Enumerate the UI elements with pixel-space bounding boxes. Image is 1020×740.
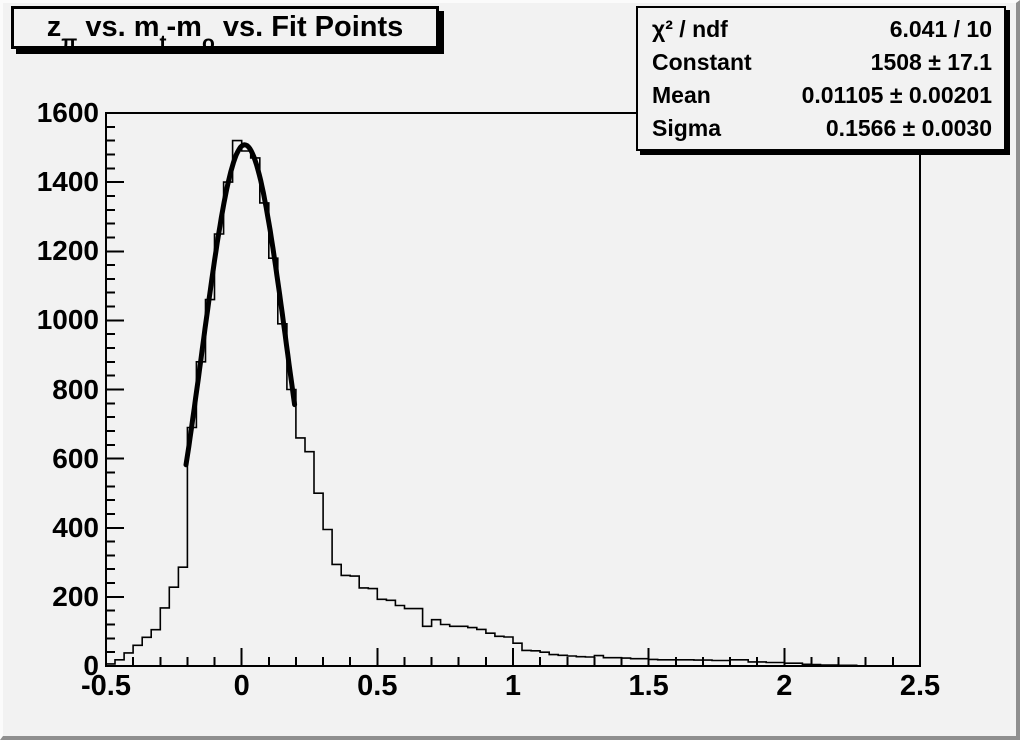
stats-label: Sigma: [652, 115, 722, 142]
y-tick-label: 1000: [36, 304, 99, 336]
stats-label: Mean: [652, 82, 711, 109]
gaussian-fit-curve: [183, 142, 298, 468]
y-tick-label: 200: [52, 580, 99, 612]
histogram-plot: [105, 112, 921, 667]
plot-title: zπ vs. mt-mo vs. Fit Points: [46, 11, 404, 55]
y-tick-label: 0: [83, 650, 99, 681]
x-tick-label: 1: [504, 670, 522, 702]
x-tick-label: 2: [776, 670, 793, 702]
x-tick-label: 0.5: [357, 670, 398, 702]
y-tick-label: 1600: [36, 97, 99, 128]
x-tick-label: -0.5: [81, 670, 131, 702]
x-tick-label: 0: [233, 670, 250, 702]
stats-value: 6.041 / 10: [889, 15, 992, 42]
stats-row: Sigma 0.1566 ± 0.0030: [638, 115, 1004, 141]
stats-value: 0.01105 ± 0.00201: [801, 82, 992, 109]
plot-frame: [105, 112, 921, 667]
stats-box: χ² / ndf 6.041 / 10 Constant 1508 ± 17.1…: [636, 6, 1006, 151]
stats-label: Constant: [652, 48, 752, 75]
stats-value: 0.1566 ± 0.0030: [825, 115, 992, 142]
stats-value: 1508 ± 17.1: [870, 48, 992, 75]
title-box: zπ vs. mt-mo vs. Fit Points: [11, 6, 439, 55]
stats-row: Mean 0.01105 ± 0.00201: [638, 82, 1004, 108]
stats-row: Constant 1508 ± 17.1: [638, 49, 1004, 75]
y-tick-label: 600: [52, 442, 99, 474]
histogram-line: [105, 139, 920, 667]
y-tick-label: 800: [52, 373, 99, 405]
y-tick-label: 1200: [36, 235, 99, 267]
stats-label: χ² / ndf: [652, 15, 728, 42]
x-tick-label: 2.5: [899, 670, 941, 702]
stats-row: χ² / ndf 6.041 / 10: [638, 16, 1004, 42]
y-tick-label: 400: [52, 511, 99, 543]
x-tick-label: 1.5: [628, 670, 669, 702]
y-tick-label: 1400: [36, 166, 99, 198]
